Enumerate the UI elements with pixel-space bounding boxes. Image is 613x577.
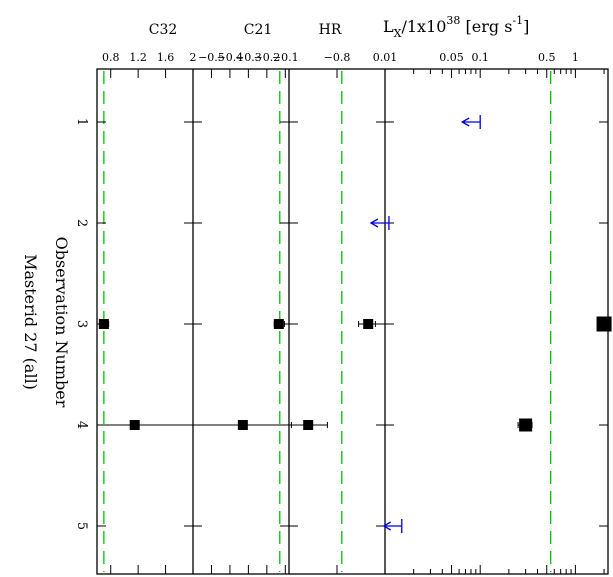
obs-label-1: 1	[74, 118, 89, 126]
plot-border	[96, 68, 609, 575]
panel-title-hr: HR	[319, 22, 342, 38]
tick-label-c21-2: −0.3	[235, 51, 262, 64]
observation-axis: 1 2 3 4 5	[74, 118, 89, 530]
data-point-c21-obs3	[273, 319, 284, 329]
tick-label-lx-2: 0.1	[471, 51, 489, 64]
lx-title-unit-sup: -1	[512, 14, 523, 27]
upper-limit-head-1	[369, 218, 379, 228]
lx-title-sub: X	[394, 27, 402, 40]
lx-title-mid: /1x10	[401, 17, 446, 36]
tick-label-lx-4: 1	[572, 51, 579, 64]
lx-title-close: ]	[523, 17, 529, 36]
obs-label-3: 3	[74, 320, 89, 328]
data-point-lx-obs4	[519, 418, 533, 432]
obs-label-5: 5	[74, 522, 89, 530]
tick-label-c21-4: −0.1	[272, 51, 299, 64]
luminosity-panel-title: LX/1x1038 [erg s-1]	[383, 14, 529, 40]
data-point-lx-obs3	[596, 316, 612, 332]
chart-frame	[96, 68, 609, 575]
data-point-hr-obs3	[363, 319, 374, 329]
panel-title-c21: C21	[244, 22, 273, 38]
upper-limit-head-0	[460, 117, 470, 127]
lx-title-main: L	[383, 17, 394, 36]
tick-label-c32-3: 2	[190, 51, 197, 64]
tick-label-c32-1: 1.2	[129, 51, 147, 64]
data-point-c21-obs4	[237, 420, 248, 430]
y-axis-label: Observation Number	[52, 237, 71, 408]
tick-label-hr-0: −0.8	[324, 51, 351, 64]
panel-hr: HR −0.8	[288, 22, 385, 574]
source-label: Masterid 27 (all)	[21, 254, 40, 390]
panel-lx: 0.01 0.05 0.1 0.5 1	[369, 51, 612, 574]
tick-label-lx-3: 0.5	[538, 51, 556, 64]
upper-limit-obs5	[382, 519, 403, 533]
data-point-c32-obs3	[98, 319, 109, 329]
lx-title-sup: 38	[446, 14, 460, 27]
panel-title-c32: C32	[149, 22, 178, 38]
upper-limit-obs1	[460, 115, 481, 129]
data-point-hr-obs4	[303, 420, 314, 430]
obs-label-4: 4	[74, 421, 89, 429]
lx-title-unit: [erg s	[460, 17, 512, 36]
data-point-c32-obs4	[129, 420, 140, 430]
upper-limit-head-2	[382, 521, 392, 531]
tick-label-c21-0: −0.5	[198, 51, 225, 64]
tick-label-c32-0: 0.8	[102, 51, 120, 64]
tick-label-c21-1: −0.4	[217, 51, 244, 64]
tick-label-c32-2: 1.6	[157, 51, 175, 64]
panel-c21: C21 −0.5−0.4−0.3−0.2−0.1	[192, 22, 299, 574]
obs-label-2: 2	[74, 219, 89, 227]
tick-label-lx-1: 0.05	[439, 51, 464, 64]
panel-c32: C32 0.8 1.2 1.6 2	[96, 22, 197, 574]
tick-label-c21-3: −0.2	[253, 51, 280, 64]
chart-panels: C32 0.8 1.2 1.6 2 C21 −0.5−0.4−0.3−0.2−0.1 HR −0…	[96, 22, 612, 574]
upper-limit-obs2	[369, 216, 390, 230]
tick-label-lx-0: 0.01	[373, 51, 398, 64]
